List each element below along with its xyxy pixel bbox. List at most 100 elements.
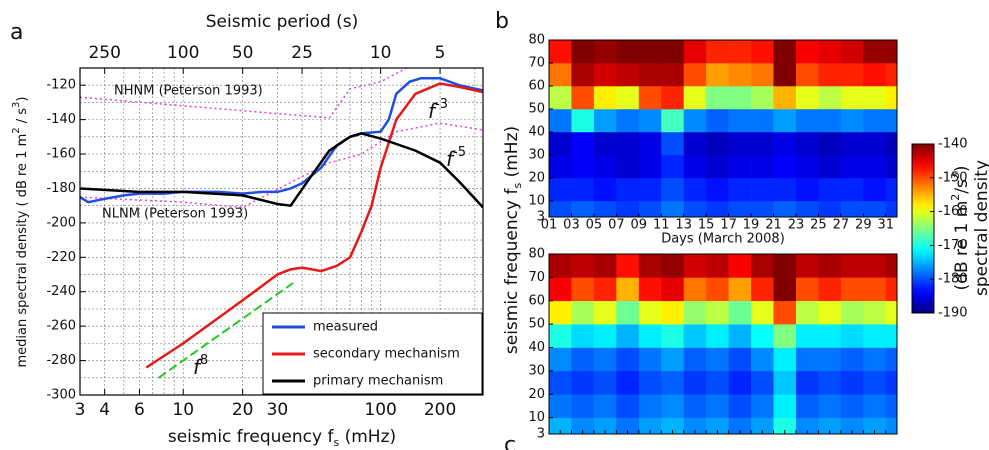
- heat-cell: [706, 85, 729, 110]
- panel-label: c: [504, 433, 516, 450]
- top-tick-label: 100: [167, 43, 199, 63]
- heat-cell: [885, 200, 898, 218]
- heat-cell: [661, 370, 685, 395]
- heat-cell: [616, 40, 640, 64]
- heat-cell: [840, 417, 864, 435]
- heat-cell: [818, 324, 842, 348]
- heat-cell: [863, 62, 887, 87]
- heat-cell: [863, 108, 887, 133]
- heat-cell: [616, 417, 640, 435]
- heat-cell: [571, 324, 595, 348]
- heat-cell: [863, 200, 887, 218]
- heat-cell: [840, 154, 864, 179]
- y-tick-label: 80: [528, 247, 545, 262]
- heat-cell: [728, 154, 752, 179]
- heat-cell: [638, 131, 662, 156]
- heat-cell: [638, 300, 662, 325]
- heat-cell: [571, 154, 595, 179]
- heat-cell: [593, 254, 617, 278]
- heat-cell: [751, 85, 774, 110]
- y-axis-title-part: ): [15, 97, 30, 102]
- plot-frame: [548, 39, 898, 218]
- heat-cell: [818, 85, 842, 110]
- y-axis-title-part: 2: [11, 127, 22, 133]
- heat-cell: [593, 177, 617, 202]
- heat-cell: [795, 200, 819, 218]
- heat-cell: [638, 324, 662, 348]
- x-axis-title-main: seismic frequency f: [168, 427, 335, 447]
- y-tick-label: 30: [528, 363, 545, 378]
- heat-cell: [593, 324, 617, 348]
- heat-cell: [751, 131, 774, 156]
- heat-cell: [616, 394, 640, 418]
- heat-cell: [638, 277, 662, 302]
- heat-cell: [683, 62, 707, 87]
- heat-cell: [571, 300, 595, 325]
- heat-cell: [661, 154, 685, 179]
- colorbar-title: spectral density: [972, 160, 989, 296]
- x-tick-label: 07: [608, 218, 625, 233]
- heat-cell: [863, 370, 887, 395]
- heat-cell: [818, 300, 842, 325]
- colorbar-tick-label: -170: [938, 238, 968, 253]
- colorbar-unit-part: 3: [949, 172, 962, 179]
- heat-cell: [751, 277, 774, 302]
- heat-cell: [840, 200, 864, 218]
- heat-cell: [863, 85, 887, 110]
- heat-cell: [751, 62, 774, 87]
- x-tick-label: 13: [675, 218, 692, 233]
- heat-cell: [571, 370, 595, 395]
- x-axis-title-unit: (mHz): [339, 427, 396, 447]
- heat-cell: [683, 108, 707, 133]
- heat-cell: [795, 62, 819, 87]
- heat-cell: [818, 62, 842, 87]
- x-tick-label: 29: [855, 218, 872, 233]
- heat-cell: [795, 394, 819, 418]
- y-tick-label: -280: [46, 353, 76, 368]
- y-tick-label: 80: [528, 33, 545, 48]
- heat-cell: [593, 40, 617, 64]
- heat-cell: [795, 324, 819, 348]
- heat-cell: [795, 85, 819, 110]
- heat-cell: [661, 40, 685, 64]
- heat-cell: [616, 108, 640, 133]
- heat-cell: [638, 200, 662, 218]
- heat-cell: [795, 254, 819, 278]
- heat-cell: [818, 131, 842, 156]
- annotation-base: f: [193, 355, 203, 379]
- heat-cell: [818, 108, 842, 133]
- heat-cell: [751, 347, 774, 372]
- heat-cell: [706, 300, 729, 325]
- reference-curve: [80, 68, 407, 119]
- heat-cell: [616, 85, 640, 110]
- heat-cell: [549, 324, 572, 348]
- colorbar-unit: (dB re 1 m2/s3): [949, 166, 972, 291]
- heat-cell: [773, 277, 797, 302]
- heat-cell: [818, 417, 842, 435]
- heat-cell: [728, 62, 752, 87]
- heat-cell: [706, 62, 729, 87]
- legend-label: secondary mechanism: [313, 347, 460, 362]
- heat-cell: [773, 200, 797, 218]
- x-tick-label: 100: [364, 400, 396, 420]
- heat-cell: [773, 394, 797, 418]
- heat-cell: [885, 300, 898, 325]
- heat-cell: [863, 131, 887, 156]
- heat-cell: [795, 108, 819, 133]
- x-axis-title: Days (March 2008): [661, 232, 785, 247]
- top-tick-label: 10: [370, 43, 392, 63]
- y-tick-label: 20: [528, 170, 545, 185]
- heat-cell: [638, 417, 662, 435]
- heat-cell: [549, 108, 572, 133]
- heat-cell: [593, 300, 617, 325]
- heat-cell: [593, 62, 617, 87]
- heat-cell: [593, 417, 617, 435]
- heat-cell: [751, 40, 774, 64]
- panel-label: a: [10, 20, 23, 45]
- heat-cell: [818, 177, 842, 202]
- heat-cell: [863, 417, 887, 435]
- heat-cell: [885, 62, 898, 87]
- y-tick-label: 10: [528, 193, 545, 208]
